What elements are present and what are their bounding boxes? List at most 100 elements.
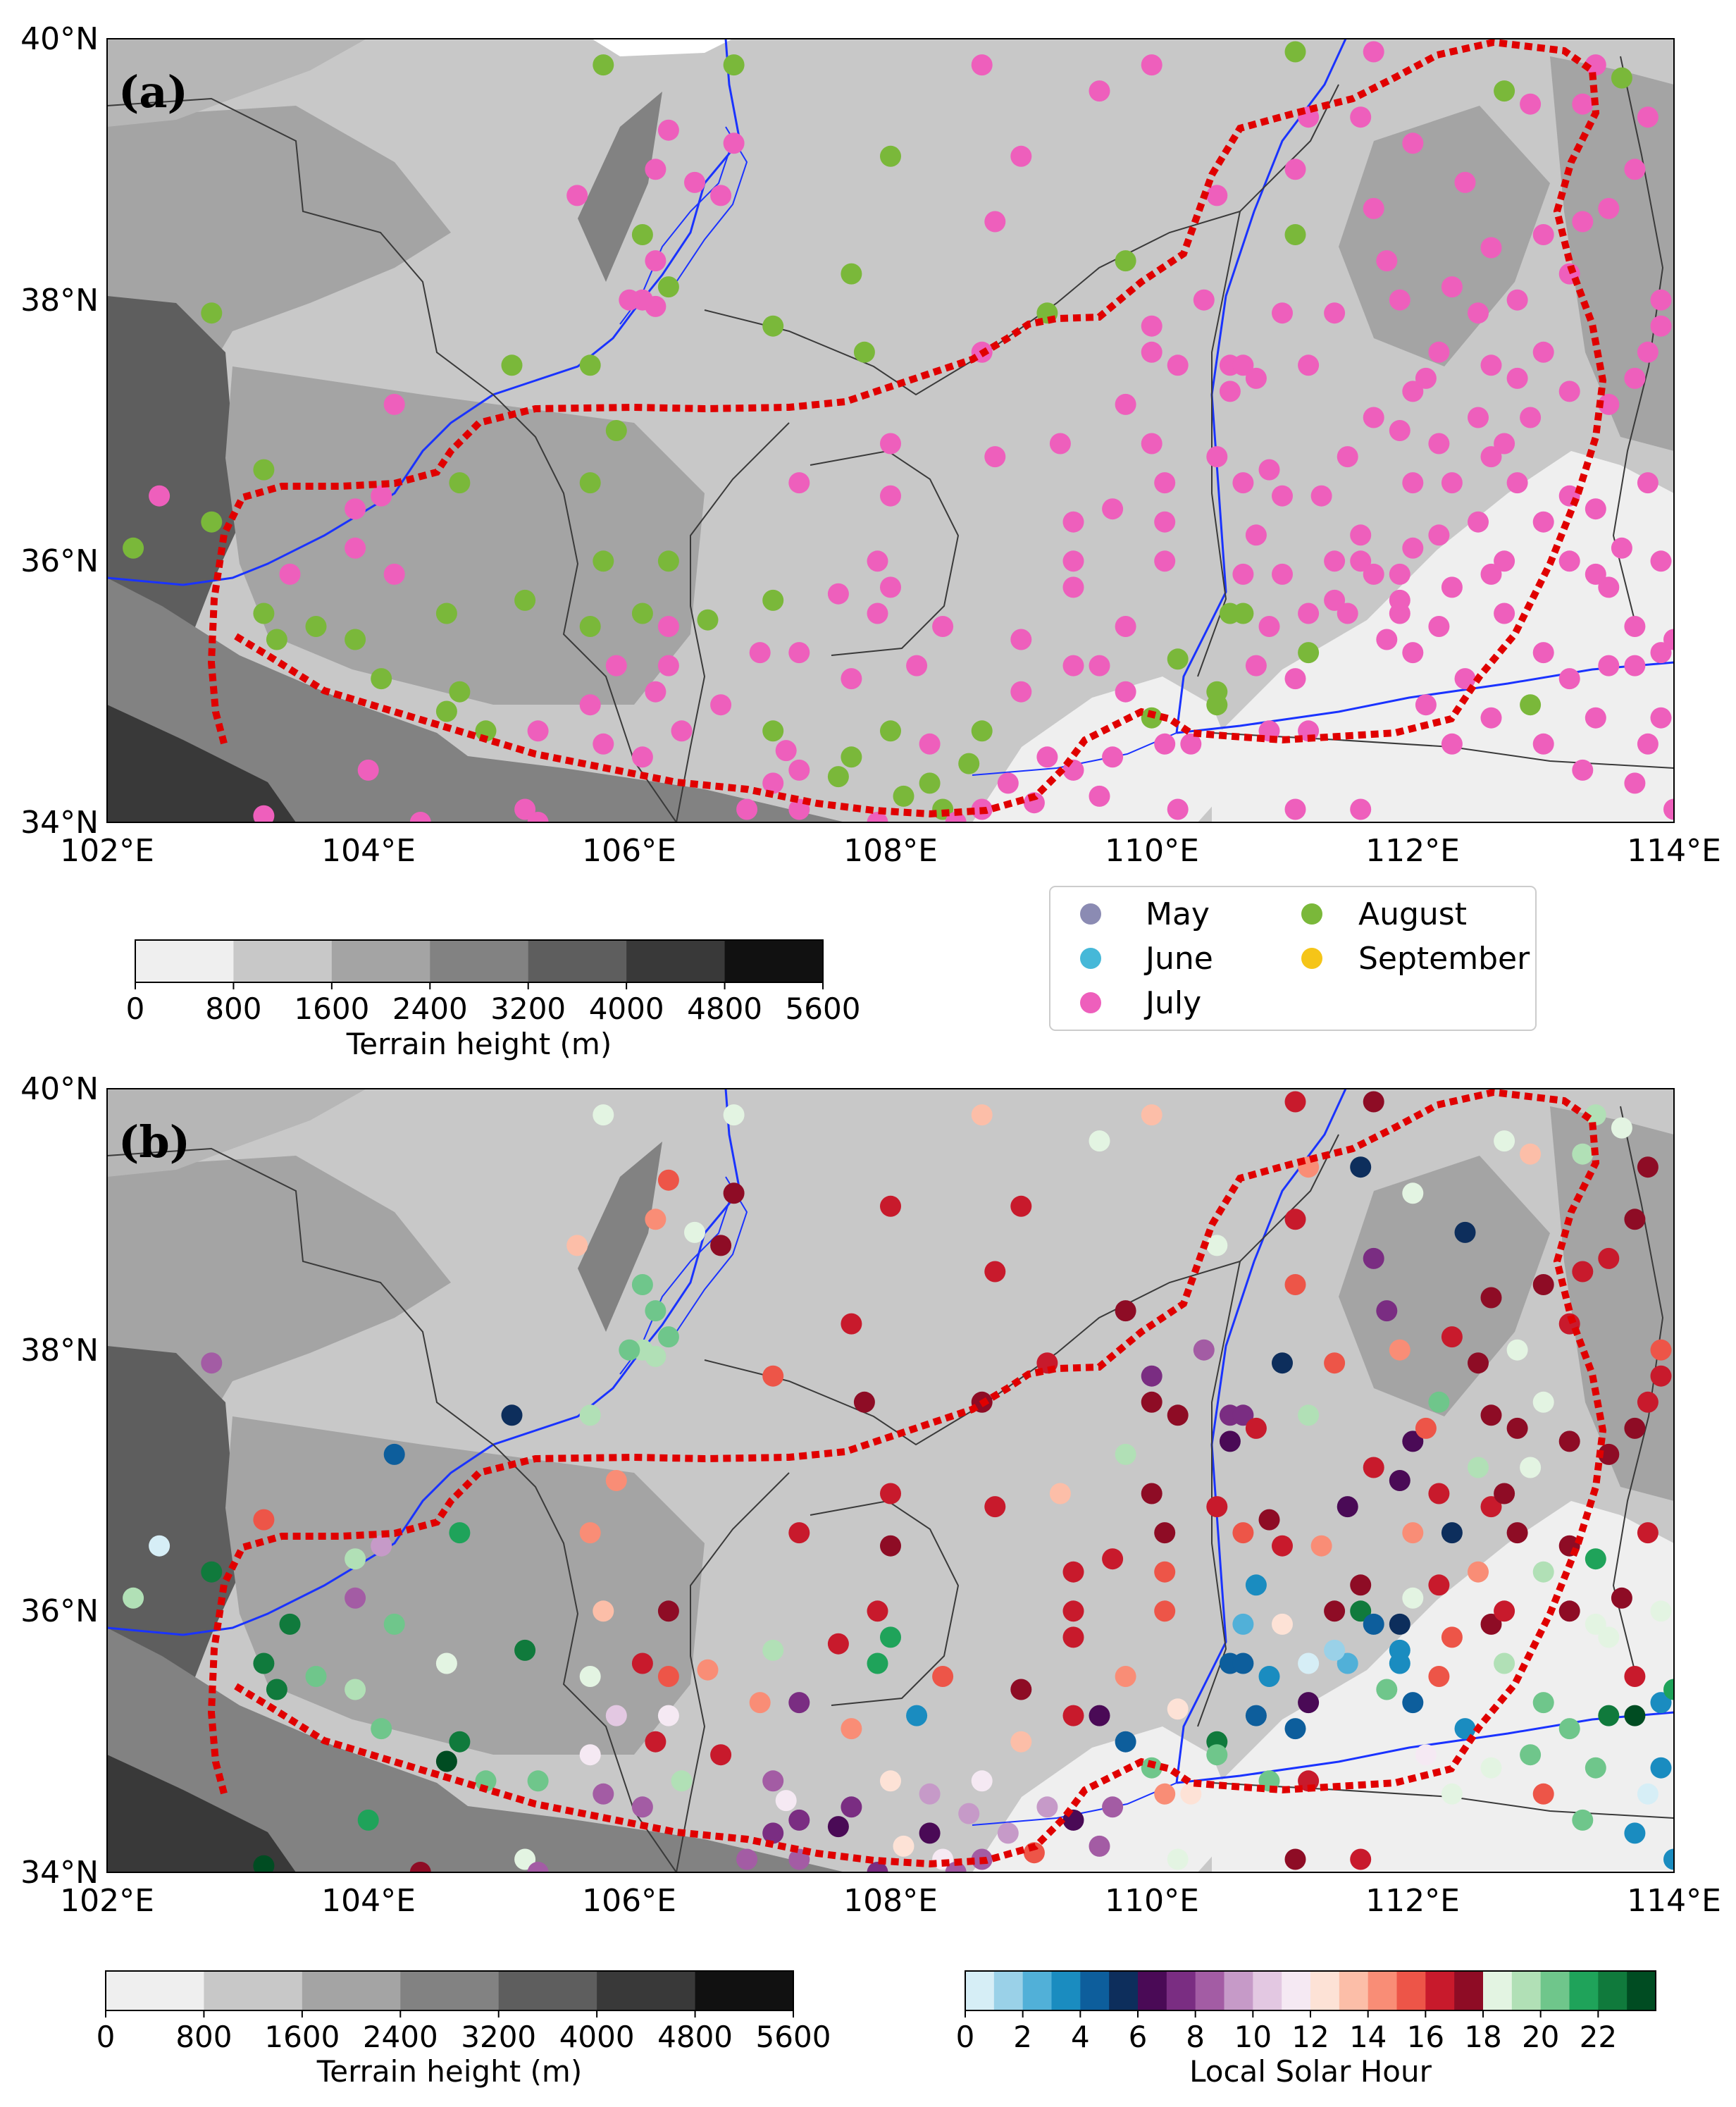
y-axis-ticks-a: 40°N 38°N 36°N 34°N — [20, 21, 99, 841]
station-marker — [710, 1744, 732, 1766]
station-marker — [1389, 1613, 1410, 1635]
colorbar-cell — [626, 940, 726, 982]
station-marker — [880, 433, 901, 455]
month-legend: May June July August September — [1049, 886, 1537, 1031]
station-marker — [435, 1750, 457, 1772]
station-marker — [1089, 785, 1110, 807]
colorbar-tick-label: 800 — [175, 2020, 232, 2054]
station-marker — [1232, 1613, 1254, 1635]
station-marker — [1558, 550, 1580, 572]
station-marker — [1206, 1496, 1228, 1518]
station-marker — [1402, 1692, 1424, 1714]
station-marker — [1663, 629, 1674, 650]
station-marker — [749, 642, 771, 664]
colorbar-cell — [1598, 1971, 1628, 2010]
station-marker — [566, 1235, 588, 1256]
station-marker — [1284, 224, 1306, 245]
station-marker — [958, 753, 980, 774]
station-marker — [345, 498, 366, 520]
station-marker — [788, 472, 810, 494]
station-marker — [566, 185, 588, 206]
station-marker — [1637, 1522, 1658, 1544]
legend-label-june: June — [1143, 941, 1213, 977]
station-marker — [1206, 1235, 1228, 1256]
station-marker — [762, 589, 784, 611]
station-marker — [788, 1692, 810, 1714]
station-marker — [1167, 798, 1189, 820]
station-marker — [1598, 655, 1620, 676]
station-marker — [1272, 485, 1293, 507]
station-marker — [867, 603, 888, 624]
colorbar-cell — [400, 1971, 500, 2010]
colorbar-cell — [1540, 1971, 1570, 2010]
station-marker — [1637, 1783, 1658, 1805]
colorbar-tick-label: 3200 — [490, 991, 566, 1026]
station-marker — [1298, 354, 1320, 376]
station-marker — [1572, 211, 1594, 233]
y-tick: 36°N — [20, 543, 99, 579]
region-outline — [207, 39, 1607, 818]
colorbar-cell — [106, 1971, 204, 2010]
station-marker — [579, 616, 601, 637]
colorbar-cell — [498, 1971, 597, 2010]
colorbar-cell — [1569, 1971, 1599, 2010]
station-marker — [1284, 798, 1306, 820]
colorbar-cell — [204, 1971, 303, 2010]
map-panel-b: (b) 102°E 104°E 106°E 108°E 110°E 112°E … — [20, 1071, 1721, 1919]
station-marker — [775, 1790, 797, 1812]
station-marker — [984, 1496, 1006, 1518]
station-marker — [788, 1809, 810, 1831]
station-marker — [1506, 367, 1528, 389]
station-marker — [1115, 250, 1136, 272]
station-marker — [371, 1535, 392, 1557]
station-marker — [749, 1692, 771, 1714]
colorbar-tick-label: 10 — [1234, 2020, 1272, 2054]
station-marker — [893, 785, 914, 807]
station-marker — [383, 393, 405, 415]
station-marker — [1206, 446, 1228, 468]
station-marker — [1180, 1783, 1202, 1805]
station-marker — [762, 772, 784, 794]
station-marker — [1272, 563, 1293, 585]
station-marker — [1141, 315, 1162, 337]
station-marker — [1102, 498, 1124, 520]
station-marker — [1284, 668, 1306, 690]
colorbar-cell — [1195, 1971, 1224, 2010]
colorbar-cell — [1138, 1971, 1167, 2010]
station-marker — [1494, 433, 1515, 455]
colorbar-tick-label: 2400 — [363, 2020, 438, 2054]
map-panel-a: (a) 102°E 104°E 106°E 108°E 110°E 112°E … — [20, 21, 1721, 869]
station-marker — [723, 132, 745, 154]
station-marker — [1598, 576, 1620, 598]
station-marker — [1650, 1757, 1672, 1779]
station-marker — [1428, 1483, 1450, 1504]
station-marker — [1363, 1247, 1384, 1269]
station-marker — [371, 668, 392, 690]
y-tick: 40°N — [20, 21, 99, 57]
station-marker — [671, 1770, 693, 1792]
station-marker — [1520, 407, 1542, 428]
station-marker — [880, 720, 901, 742]
x-tick: 106°E — [582, 1883, 676, 1919]
station-marker — [631, 224, 653, 245]
colorbar-tick-label: 4 — [1071, 2020, 1090, 2054]
station-marker — [827, 1816, 849, 1838]
station-marker — [1324, 589, 1346, 611]
station-marker — [645, 250, 666, 272]
station-marker — [1598, 393, 1620, 415]
station-marker — [906, 655, 928, 676]
colorbar-tick-label: 16 — [1407, 2020, 1444, 2054]
station-marker — [762, 1639, 784, 1661]
colorbar-tick-label: 1600 — [264, 2020, 340, 2054]
station-marker — [867, 550, 888, 572]
station-marker — [345, 1587, 366, 1609]
station-marker — [1141, 1391, 1162, 1413]
station-marker — [1141, 1365, 1162, 1387]
station-marker — [1558, 1600, 1580, 1622]
station-marker — [1415, 1417, 1437, 1439]
colorbar-cell — [1253, 1971, 1282, 2010]
station-marker — [1310, 485, 1332, 507]
station-marker — [357, 1809, 379, 1831]
station-marker — [932, 616, 954, 637]
station-marker — [1363, 41, 1384, 63]
